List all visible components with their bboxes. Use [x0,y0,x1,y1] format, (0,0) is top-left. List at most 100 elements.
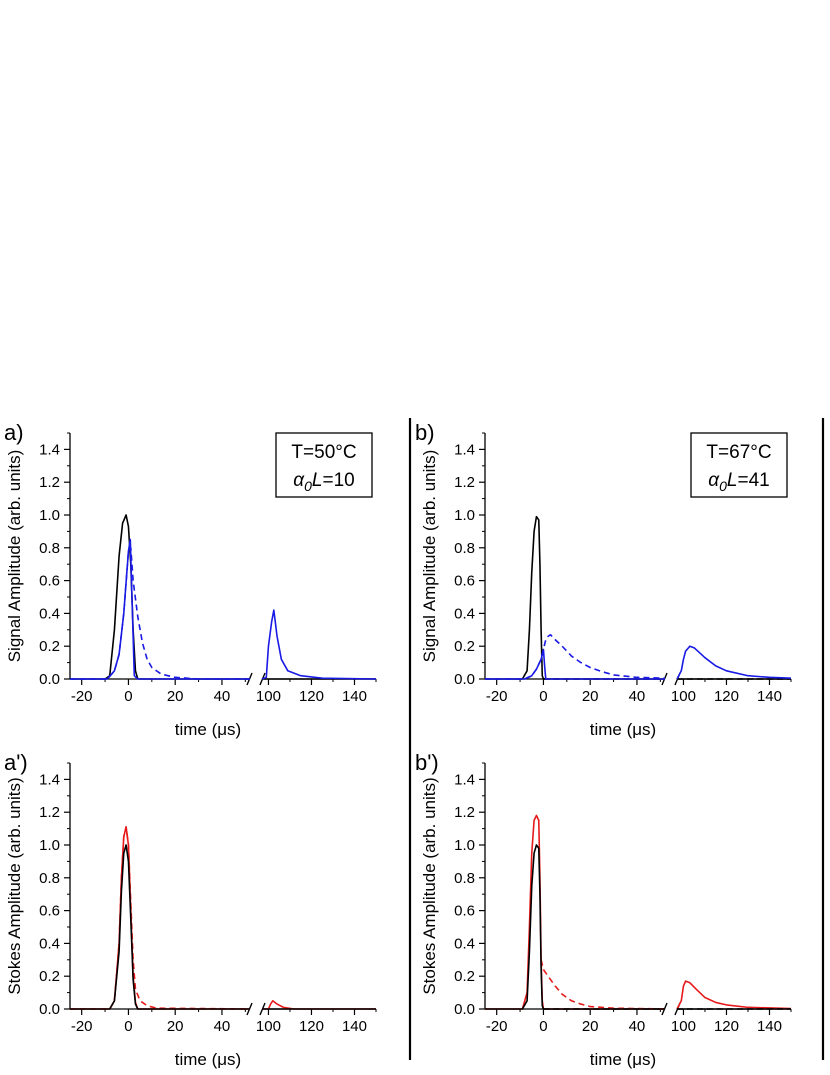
x-tick-label: 140 [342,1018,367,1035]
x-tick-label: -20 [71,688,93,705]
y-tick-label: 0.2 [39,638,60,655]
x-tick-label: 100 [671,688,696,705]
series-line-2-segment-0 [485,648,665,680]
series-line-0-segment-1 [262,1000,376,1010]
panel-label: a') [4,750,28,775]
x-tick-label: 120 [714,1018,739,1035]
x-tick-label: 20 [582,688,599,705]
series-line-2-segment-0 [485,844,665,1010]
y-tick-label: 0.0 [454,1001,475,1018]
y-tick-label: 0.6 [454,573,475,590]
series-line-3-segment-0 [485,633,666,680]
annotation-value: =41 [737,470,769,491]
series-line-2-segment-0 [70,844,250,1010]
annotation-value: =10 [322,470,354,491]
y-tick-label: 0.6 [454,903,475,920]
y-tick-label: 1.0 [39,507,60,524]
series-line-2-segment-1 [676,645,792,680]
y-tick-label: 1.0 [39,837,60,854]
y-tick-label: 0.8 [39,870,60,887]
y-tick-label: 0.4 [39,605,60,622]
x-tick-label: 0 [124,688,132,705]
x-tick-label: 120 [299,1018,324,1035]
y-tick-label: 0.2 [454,638,475,655]
x-axis-title: time (μs) [590,1050,656,1069]
annotation-alpha: α [293,470,305,491]
panel-label: a) [4,420,24,445]
y-tick-label: 1.2 [454,474,475,491]
x-tick-label: 40 [629,1018,646,1035]
y-tick-label: 1.0 [454,837,475,854]
series-line-0-segment-0 [70,514,250,680]
x-tick-label: -20 [71,1018,93,1035]
y-axis-title: Stokes Amplitude (arb. units) [5,777,24,994]
y-tick-label: 0.6 [39,903,60,920]
y-tick-label: 0.0 [39,1001,60,1018]
series-line-0-segment-0 [70,826,250,1010]
y-tick-label: 1.4 [39,771,60,788]
series-line-0-segment-0 [485,515,665,680]
annotation-temperature: T=50°C [291,442,356,463]
series-line-1-segment-0 [70,538,250,680]
y-tick-label: 0.0 [454,671,475,688]
annotation-alpha: α [708,470,720,491]
y-tick-label: 1.2 [454,804,475,821]
series-line-2-segment-0 [70,547,250,680]
x-tick-label: 0 [124,1018,132,1035]
x-tick-label: 0 [539,688,547,705]
y-tick-label: 0.8 [454,870,475,887]
annotation-box [690,432,788,498]
y-tick-label: 1.4 [454,771,475,788]
annotation-variable: L [727,470,738,491]
x-tick-label: 20 [167,688,184,705]
y-tick-label: 0.4 [454,605,475,622]
annotation-box [275,432,373,498]
x-tick-label: 100 [671,1018,696,1035]
y-tick-label: 1.2 [39,474,60,491]
x-tick-label: 100 [256,688,281,705]
panel-label: b) [415,420,435,445]
series-line-1-segment-0 [70,826,251,1010]
annotation-subscript: 0 [304,478,312,494]
x-tick-label: 0 [539,1018,547,1035]
y-tick-label: 0.2 [39,968,60,985]
y-axis-title: Signal Amplitude (arb. units) [420,450,439,663]
x-tick-label: 20 [582,1018,599,1035]
y-tick-label: 0.8 [454,540,475,557]
series-line-0-segment-0 [485,814,665,1010]
y-tick-label: 0.8 [39,540,60,557]
y-tick-label: 0.0 [39,671,60,688]
x-tick-label: 40 [214,688,231,705]
series-line-1-segment-0 [540,959,666,1010]
x-tick-label: 140 [342,688,367,705]
x-tick-label: 40 [629,688,646,705]
y-tick-label: 0.6 [39,573,60,590]
y-tick-label: 1.4 [454,441,475,458]
x-tick-label: 40 [214,1018,231,1035]
x-tick-label: 120 [714,688,739,705]
panel-a: a) 0.0 0.2 0.4 0.6 0.8 1.0 1.2 1.4 -20 0 20 40 100 120… [4,420,377,739]
panel-a_prime: a') 0.0 0.2 0.4 0.6 0.8 1.0 1.2 1.4 -20 0 20 40 100 12… [4,750,377,1069]
x-tick-label: 140 [757,688,782,705]
annotation-optical-depth: α0L=41 [708,470,769,494]
panel-b: b) 0.0 0.2 0.4 0.6 0.8 1.0 1.2 1.4 -20 0 20 40 100 120… [415,420,792,739]
y-tick-label: 1.0 [454,507,475,524]
x-tick-label: -20 [486,1018,508,1035]
x-tick-label: 100 [256,1018,281,1035]
x-axis-title: time (μs) [175,720,241,739]
y-axis-title: Stokes Amplitude (arb. units) [420,777,439,994]
annotation-variable: L [312,470,323,491]
x-axis-title: time (μs) [175,1050,241,1069]
y-tick-label: 0.4 [454,935,475,952]
x-tick-label: 140 [757,1018,782,1035]
y-tick-label: 1.4 [39,441,60,458]
series-line-0-segment-1 [676,980,792,1010]
x-axis-title: time (μs) [590,720,656,739]
y-tick-label: 1.2 [39,804,60,821]
x-tick-label: 20 [167,1018,184,1035]
x-tick-label: 120 [299,688,324,705]
panel-b_prime: b') 0.0 0.2 0.4 0.6 0.8 1.0 1.2 1.4 -20 0 20 40 100 12… [415,750,792,1069]
series-line-1-segment-1 [261,609,377,680]
annotation-temperature: T=67°C [706,442,771,463]
y-axis-title: Signal Amplitude (arb. units) [5,450,24,663]
